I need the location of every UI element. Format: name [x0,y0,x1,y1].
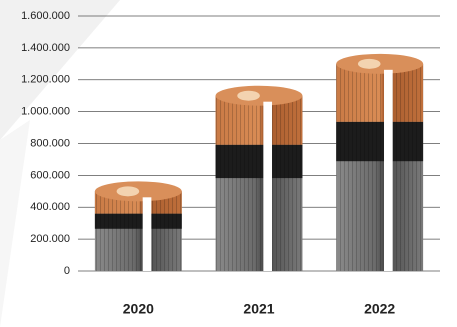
y-tick-label: 800.000 [30,137,70,149]
x-tick-label: 2020 [123,301,154,317]
y-tick-label: 400.000 [30,201,70,213]
y-tick-label: 1.000.000 [21,106,70,118]
x-tick-label: 2022 [364,301,395,317]
y-tick-label: 600.000 [30,169,70,181]
y-tick-label: 1.600.000 [21,10,70,22]
bar [94,181,182,271]
y-tick-label: 0 [64,265,70,277]
bar-notch [142,197,152,271]
bar [215,85,303,271]
y-tick-label: 200.000 [30,233,70,245]
bar-core [237,90,260,101]
bar-texture [215,95,303,271]
y-tick-label: 1.200.000 [21,74,70,86]
x-tick-label: 2021 [243,301,274,317]
bar-notch [263,101,273,271]
bar-texture [94,191,182,271]
bar-texture [336,63,424,271]
bar-notch [384,69,393,271]
bar-core [357,58,381,69]
bar [336,53,424,271]
y-tick-label: 1.400.000 [21,42,70,54]
bar-core [116,186,140,197]
background-shape [0,0,120,140]
background-shape [0,120,30,327]
